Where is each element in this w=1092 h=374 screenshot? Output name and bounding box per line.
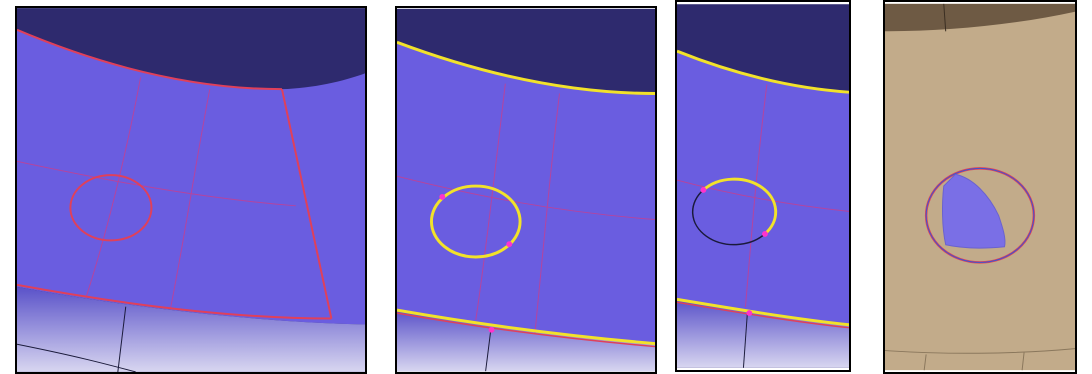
panel-2-hole-outline-selected [395,6,657,374]
hole-outline-selected-arc [702,177,778,235]
selected-top-edge [677,49,849,94]
vertex-marker [439,193,446,200]
vertex-marker [506,241,513,248]
lower-seams [923,352,1025,371]
panel-1-hole-outline [15,6,367,374]
seam-line [943,3,947,32]
mesh-view-2 [397,8,655,372]
surface-band [17,29,365,325]
bottom-edge-red [677,301,849,329]
selected-top-edge [397,40,655,95]
fill-patch [941,173,1006,249]
vertex-marker [762,230,768,237]
selected-bottom-edge [397,308,655,346]
panel-4-hole-filled [883,0,1077,374]
mesh-view-4 [885,3,1075,371]
vertex-marker [488,326,495,333]
mesh-grid [397,83,655,334]
mesh-view-1 [17,8,365,372]
mesh-grid [677,84,849,308]
hole-outline-unselected-arc [691,189,766,246]
vertex-marker [700,186,707,193]
lower-rim [397,310,655,372]
hole-outline-selected [429,184,522,259]
mesh-view-3 [677,4,849,368]
vertex-marker [746,310,753,316]
panel-3-hole-outline-partial [675,0,851,372]
hole-inner-edge [925,167,1035,263]
dark-top-region [885,3,1075,32]
mesh-grid [17,77,296,310]
rim-seam [742,313,748,368]
lower-rim [677,299,849,368]
surface-band [397,42,655,344]
boundary-edges [17,28,333,320]
lower-edge [885,348,1075,354]
hole-outline [69,174,153,242]
rim-seams [17,306,136,372]
rim-seams [485,331,492,372]
bottom-edge-red [397,312,655,348]
lower-rim [17,286,365,372]
selected-bottom-edge [677,297,849,327]
